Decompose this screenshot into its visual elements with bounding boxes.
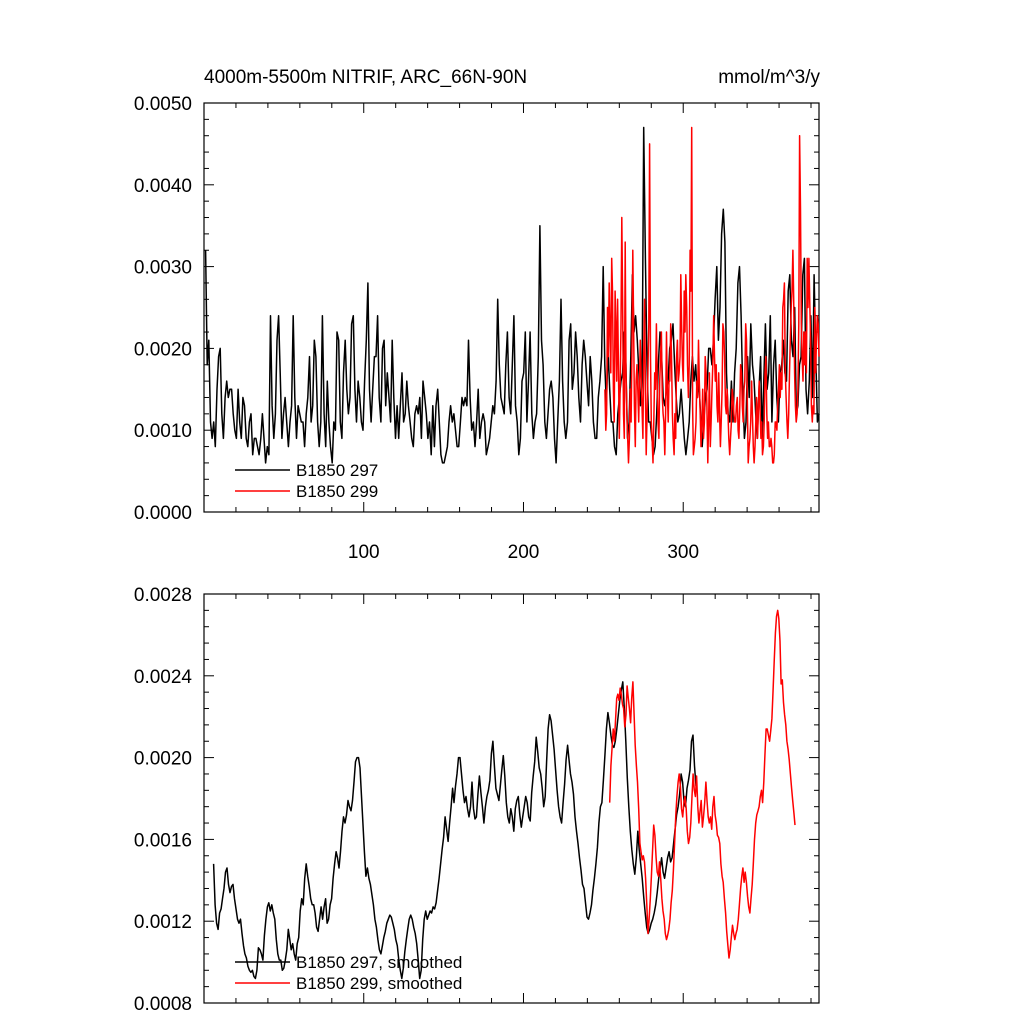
legend-label-297: B1850 297 bbox=[296, 461, 378, 480]
y-tick-label: 0.0024 bbox=[134, 667, 193, 688]
y-tick-label: 0.0012 bbox=[134, 912, 192, 933]
x-tick-label: 100 bbox=[348, 542, 380, 563]
series-line-b1850-297 bbox=[204, 126, 820, 464]
x-tick-label: 300 bbox=[667, 542, 699, 563]
top-panel: 0.0000 0.0010 0.0020 0.0030 0.0040 0.0050 100 2… bbox=[134, 94, 820, 563]
legend-label-297-smoothed: B1850 297, smoothed bbox=[296, 953, 462, 972]
x-tick-label: 200 bbox=[508, 542, 540, 563]
series-line-b1850-299 bbox=[604, 126, 820, 464]
y-tick-label: 0.0028 bbox=[134, 585, 192, 606]
top-legend: B1850 297 B1850 299 bbox=[235, 461, 378, 501]
y-tick-label: 0.0020 bbox=[134, 749, 192, 770]
bottom-plot-frame bbox=[203, 593, 820, 1004]
y-tick-label: 0.0030 bbox=[134, 258, 192, 279]
series-line-b1850-297-smoothed bbox=[212, 681, 697, 980]
y-tick-label: 0.0016 bbox=[134, 830, 192, 851]
y-tick-label: 0.0000 bbox=[134, 503, 192, 524]
y-tick-label: 0.0020 bbox=[134, 339, 192, 360]
bottom-legend: B1850 297, smoothed B1850 299, smoothed bbox=[235, 953, 462, 993]
top-plot-frame bbox=[203, 102, 820, 513]
y-tick-label: 0.0010 bbox=[134, 421, 192, 442]
y-tick-label: 0.0040 bbox=[134, 176, 192, 197]
legend-label-299: B1850 299 bbox=[296, 482, 378, 501]
units-label: mmol/m^3/y bbox=[718, 67, 820, 88]
y-tick-label: 0.0008 bbox=[134, 994, 192, 1015]
chart-title: 4000m-5500m NITRIF, ARC_66N-90N bbox=[204, 67, 527, 88]
series-line-b1850-299-smoothed bbox=[608, 609, 796, 959]
y-tick-label: 0.0050 bbox=[134, 94, 192, 115]
bottom-panel: 0.0008 0.0012 0.0016 0.0020 0.0024 0.0028 B18… bbox=[134, 585, 820, 1015]
legend-label-299-smoothed: B1850 299, smoothed bbox=[296, 974, 462, 993]
